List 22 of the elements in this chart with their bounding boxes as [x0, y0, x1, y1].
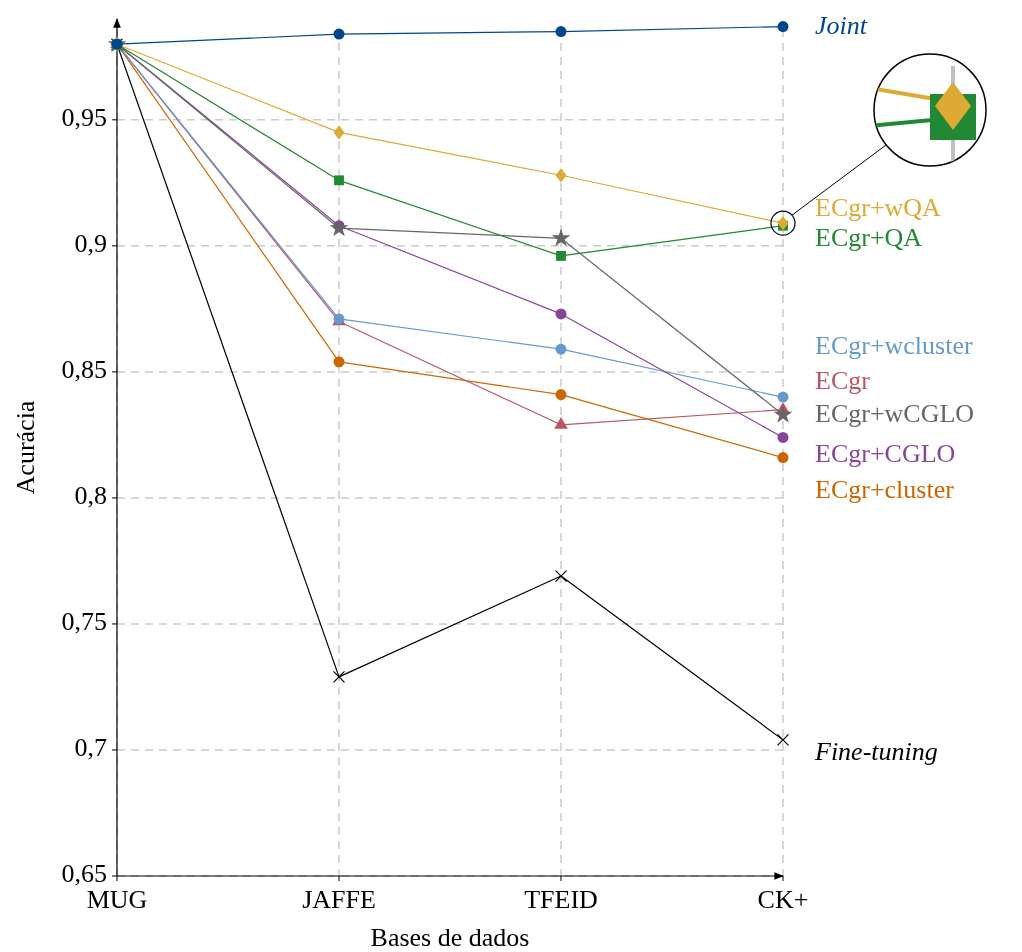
series-label: ECgr	[815, 365, 871, 395]
series-label: ECgr+wCGLO	[815, 398, 975, 428]
series-label: ECgr+wcluster	[815, 330, 973, 360]
y-tick-label: 0,7	[74, 732, 107, 762]
y-tick-label: 0,95	[61, 102, 107, 132]
series-label: ECgr+QA	[815, 222, 923, 252]
x-tick-label: CK+	[757, 885, 809, 914]
x-tick-label: TFEID	[524, 885, 598, 914]
y-tick-label: 0,85	[61, 354, 107, 384]
y-axis-title: Acurácia	[11, 400, 40, 495]
y-tick-label: 0,65	[61, 858, 107, 888]
series-label: ECgr+wQA	[815, 192, 942, 222]
series-label: Joint	[815, 10, 868, 40]
series-label: Fine-tuning	[814, 736, 938, 766]
y-tick-label: 0,8	[74, 480, 107, 510]
y-tick-label: 0,9	[74, 228, 107, 258]
series-label: ECgr+cluster	[815, 474, 955, 504]
x-tick-label: JAFFE	[302, 885, 376, 914]
x-axis-title: Bases de dados	[370, 923, 530, 952]
series-label: ECgr+CGLO	[815, 438, 956, 468]
x-tick-label: MUG	[86, 885, 148, 914]
y-tick-label: 0,75	[61, 606, 107, 636]
